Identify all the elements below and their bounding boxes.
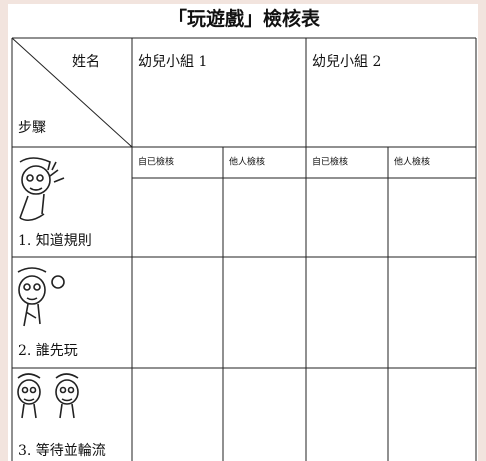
group-header: 幼兒小組 2 (312, 54, 381, 70)
paper (8, 4, 478, 461)
subheader: 自已檢核 (138, 156, 174, 168)
step-text: 1. 知道規則 (18, 232, 92, 249)
subheader: 他人檢核 (394, 156, 430, 168)
step-text: 3. 等待並輪流 (18, 442, 106, 459)
subheader: 他人檢核 (229, 156, 265, 168)
step-label: 步驟 (18, 120, 46, 136)
title: 「玩遊戲」檢核表 (168, 7, 321, 30)
group-header: 幼兒小組 1 (138, 54, 207, 70)
name-label: 姓名 (72, 54, 100, 70)
icon-take-turns (17, 373, 79, 419)
icon-rules (19, 157, 65, 222)
step-text: 2. 誰先玩 (18, 343, 78, 359)
table-grid (11, 37, 477, 461)
icon-who-first (17, 267, 65, 327)
subheader: 自已檢核 (312, 156, 348, 168)
